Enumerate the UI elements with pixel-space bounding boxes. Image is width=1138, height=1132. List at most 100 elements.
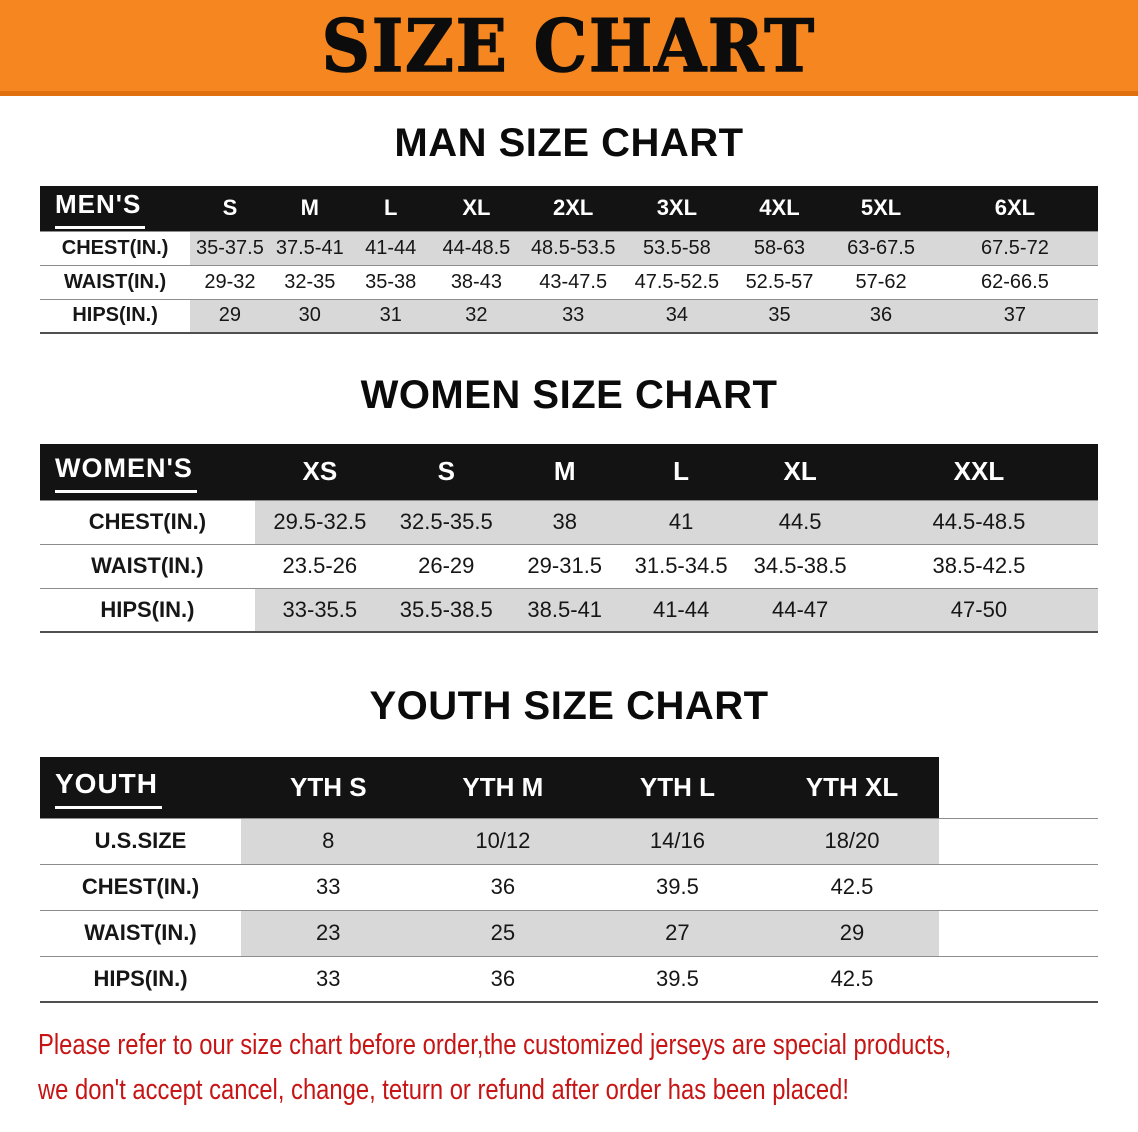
youth-section: YOUTH SIZE CHART YOUTH YTH S YTH M YTH L YTH… xyxy=(0,683,1138,1003)
size-value-cell: 38.5-42.5 xyxy=(932,553,1026,578)
size-value-cell: 44.5 xyxy=(778,509,822,534)
size-value-cell: 41 xyxy=(668,509,694,534)
table-title: WOMEN'S xyxy=(55,451,197,493)
size-value-cell: 38.5-41 xyxy=(527,596,603,622)
size-value-cell: 32 xyxy=(465,304,488,327)
size-value-cell: 34 xyxy=(665,304,688,327)
size-header-cell: 2XL xyxy=(553,195,594,221)
table-row: CHEST(IN.) 29.5-32.5 32.5-35.5 38 41 44.5 44.5… xyxy=(40,500,1098,544)
size-header-cell: XXL xyxy=(953,456,1005,487)
women-size-table: WOMEN'S XS S M L XL XXL CHEST(IN.) 29.5-32.5 32.5… xyxy=(40,444,1098,633)
size-header-cell: L xyxy=(673,456,690,487)
row-label-cell: HIPS(IN.) xyxy=(40,956,242,1002)
table-title: YOUTH xyxy=(55,766,162,809)
size-value-cell: 47-50 xyxy=(950,596,1008,622)
banner: SIZE CHART xyxy=(0,0,1138,96)
row-label-cell: U.S.SIZE xyxy=(40,818,242,864)
size-value-cell: 26-29 xyxy=(418,553,475,578)
table-row: CHEST(IN.) 35-37.5 37.5-41 41-44 44-48.5 48.5… xyxy=(40,231,1098,265)
men-section-heading: MAN SIZE CHART xyxy=(394,121,744,165)
table-row: WAIST(IN.) 29-32 32-35 35-38 38-43 43-47.5 47.… xyxy=(40,265,1098,299)
size-value-cell: 38 xyxy=(552,509,577,534)
table-title: MEN'S xyxy=(55,187,146,230)
size-value-cell: 29-32 xyxy=(204,270,256,293)
disclaimer: Please refer to our size chart before or… xyxy=(38,1023,1138,1113)
size-value-cell: 34.5-38.5 xyxy=(753,553,847,578)
row-label-cell: WAIST(IN.) xyxy=(40,910,242,956)
size-value-cell: 36 xyxy=(869,304,893,327)
youth-section-heading: YOUTH SIZE CHART xyxy=(369,684,769,728)
size-header-cell: 5XL xyxy=(860,195,902,221)
size-value-cell: 39.5 xyxy=(656,965,699,991)
size-value-cell: 67.5-72 xyxy=(980,236,1049,259)
size-value-cell: 47.5-52.5 xyxy=(634,270,720,293)
size-value-cell: 44-47 xyxy=(771,596,829,622)
size-value-cell: 8 xyxy=(322,828,335,853)
size-header-cell: L xyxy=(383,195,398,221)
size-value-cell: 25 xyxy=(490,920,516,945)
row-label-cell: CHEST(IN.) xyxy=(40,864,242,910)
size-value-cell: 18/20 xyxy=(824,828,880,853)
table-row: WAIST(IN.) 23 25 27 29 xyxy=(40,910,1098,956)
table-title-cell: WOMEN'S xyxy=(40,444,255,500)
size-value-cell: 10/12 xyxy=(475,828,531,853)
table-header-row: MEN'S S M L XL 2XL 3XL 4XL 5XL 6XL xyxy=(40,186,1098,231)
table-row: HIPS(IN.) 33 36 39.5 42.5 xyxy=(40,956,1098,1002)
size-header-cell: S xyxy=(222,195,238,221)
size-value-cell: 48.5-53.5 xyxy=(530,236,616,259)
page-title: SIZE CHART xyxy=(321,2,817,88)
women-section-heading: WOMEN SIZE CHART xyxy=(360,373,778,417)
size-value-cell: 63-67.5 xyxy=(847,236,915,259)
table-header-row: WOMEN'S XS S M L XL XXL xyxy=(40,444,1098,500)
youth-size-table: YOUTH YTH S YTH M YTH L YTH XL U.S.SIZE 8 10/12… xyxy=(40,757,1098,1003)
size-header-cell: YTH L xyxy=(639,771,715,802)
size-header-cell: 6XL xyxy=(994,195,1036,221)
row-label-cell: WAIST(IN.) xyxy=(40,544,255,588)
size-header-cell: 4XL xyxy=(759,195,800,221)
size-value-cell: 33-35.5 xyxy=(282,596,358,622)
size-header-cell: YTH M xyxy=(462,771,544,802)
size-value-cell: 42.5 xyxy=(830,874,874,899)
size-value-cell: 57-62 xyxy=(855,270,907,293)
size-value-cell: 23 xyxy=(316,920,341,945)
size-header-cell: YTH S xyxy=(290,771,367,802)
size-value-cell: 43-47.5 xyxy=(539,270,608,293)
size-value-cell: 38-43 xyxy=(450,270,502,293)
size-value-cell: 36 xyxy=(490,874,516,899)
size-value-cell: 32.5-35.5 xyxy=(399,509,493,534)
size-value-cell: 29.5-32.5 xyxy=(273,509,367,534)
size-value-cell: 23.5-26 xyxy=(282,553,358,578)
size-value-cell: 27 xyxy=(665,920,690,945)
table-header-row: YOUTH YTH S YTH M YTH L YTH XL xyxy=(40,757,1098,818)
size-value-cell: 35.5-38.5 xyxy=(399,596,493,622)
size-header-cell: M xyxy=(553,456,576,487)
size-value-cell: 36 xyxy=(490,965,516,991)
size-header-cell: YTH XL xyxy=(805,771,899,802)
disclaimer-line-2: we don't accept cancel, change, teturn o… xyxy=(38,1074,849,1106)
men-size-table: MEN'S S M L XL 2XL 3XL 4XL 5XL 6XL CHEST(IN.) 35-37… xyxy=(40,186,1098,334)
size-value-cell: 41-44 xyxy=(652,596,710,622)
size-value-cell: 37.5-41 xyxy=(275,236,344,259)
row-label-cell: HIPS(IN.) xyxy=(40,299,191,333)
table-title-cell: YOUTH xyxy=(40,757,241,818)
size-header-cell: XS xyxy=(302,456,338,487)
size-value-cell: 31 xyxy=(379,304,402,327)
size-value-cell: 44.5-48.5 xyxy=(932,509,1026,534)
table-row: HIPS(IN.) 33-35.5 35.5-38.5 38.5-41 41-44 44-… xyxy=(40,588,1098,632)
table-row: U.S.SIZE 8 10/12 14/16 18/20 xyxy=(40,818,1098,864)
row-label-cell: HIPS(IN.) xyxy=(40,588,255,632)
size-value-cell: 42.5 xyxy=(830,965,874,991)
table-row: HIPS(IN.) 29 30 31 32 33 34 35 36 37 xyxy=(40,299,1098,333)
row-label-cell: CHEST(IN.) xyxy=(40,500,255,544)
table-row: WAIST(IN.) 23.5-26 26-29 29-31.5 31.5-34.5 34… xyxy=(40,544,1098,588)
size-value-cell: 35-37.5 xyxy=(195,236,264,259)
size-value-cell: 31.5-34.5 xyxy=(634,553,728,578)
size-value-cell: 29 xyxy=(218,304,242,327)
size-value-cell: 29 xyxy=(839,920,865,945)
size-value-cell: 35-38 xyxy=(365,270,417,293)
table-title-cell: MEN'S xyxy=(40,186,190,231)
size-value-cell: 37 xyxy=(1003,304,1027,327)
women-section: WOMEN SIZE CHART WOMEN'S XS S M L XL XXL CHEST(… xyxy=(0,372,1138,633)
size-value-cell: 35 xyxy=(768,304,791,327)
